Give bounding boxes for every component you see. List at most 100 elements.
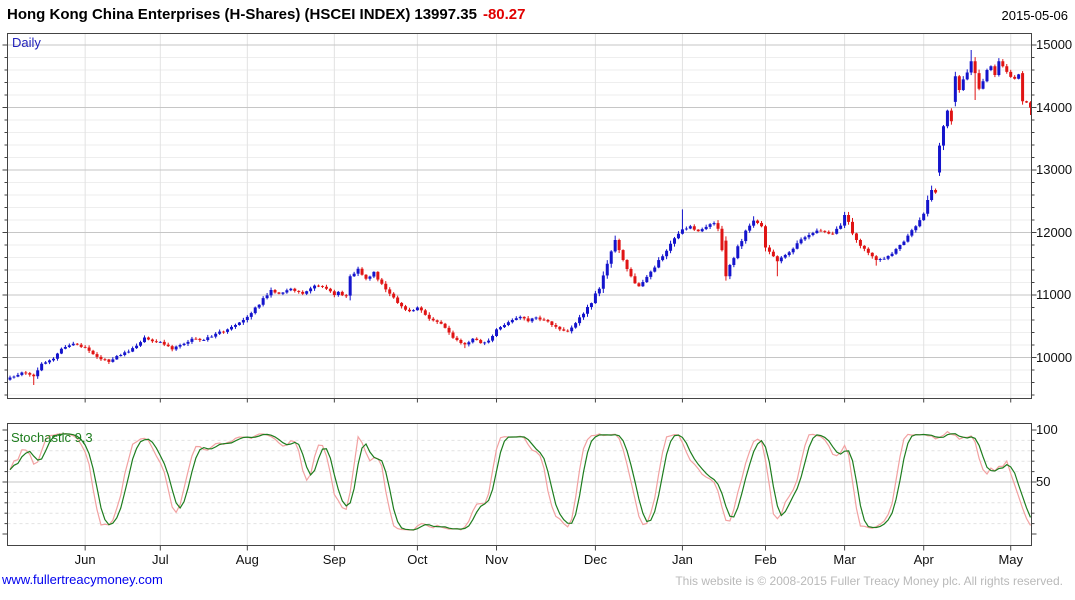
candle-up	[186, 341, 190, 344]
candle-up	[305, 291, 309, 294]
candle-up	[807, 235, 811, 238]
candle-up	[574, 323, 578, 328]
candle-up	[411, 310, 415, 312]
candle-up	[914, 226, 918, 231]
candle-up	[214, 333, 218, 337]
candle-up	[601, 275, 605, 289]
candle-down	[320, 285, 324, 287]
candle-up	[506, 322, 510, 325]
candle-down	[380, 279, 384, 284]
candle-up	[115, 356, 119, 360]
candle-down	[154, 341, 158, 343]
price-axis-label: 12000	[1036, 224, 1073, 240]
candle-up	[237, 322, 241, 325]
candle-up	[257, 304, 261, 308]
candle-up	[372, 271, 376, 277]
candle-down	[831, 233, 835, 235]
candle-up	[249, 313, 253, 317]
candle-up	[210, 336, 214, 338]
candle-up	[226, 329, 230, 332]
candle-up	[313, 285, 317, 289]
candle-up	[815, 230, 819, 234]
month-label: Mar	[833, 552, 856, 567]
candle-up	[728, 265, 732, 277]
candle-up	[487, 340, 491, 343]
candle-down	[194, 338, 198, 340]
candle-down	[344, 295, 348, 297]
candle-up	[467, 342, 471, 345]
candle-down	[384, 283, 388, 290]
candle-down	[459, 340, 463, 344]
candle-down	[427, 314, 431, 319]
candle-up	[178, 345, 182, 347]
candle-up	[483, 342, 487, 344]
candle-down	[328, 288, 332, 292]
candle-up	[530, 318, 534, 322]
candle-up	[989, 66, 993, 70]
candle-down	[1029, 102, 1032, 108]
price-axis-label: 11000	[1036, 287, 1072, 302]
candle-up	[882, 258, 886, 260]
main-grid	[7, 34, 1032, 398]
candle-up	[926, 200, 930, 214]
candle-down	[993, 66, 997, 75]
candle-up	[36, 370, 40, 377]
candle-down	[720, 228, 724, 251]
candle-up	[843, 215, 847, 226]
candle-down	[419, 307, 423, 311]
candle-down	[526, 318, 530, 322]
candle-up	[230, 326, 234, 330]
candle-up	[498, 327, 502, 330]
candle-down	[392, 293, 396, 298]
candle-down	[423, 310, 427, 315]
candle-up	[953, 76, 957, 102]
candle-up	[48, 360, 52, 363]
candle-up	[495, 329, 499, 336]
website-link[interactable]: www.fullertreacymoney.com	[2, 572, 163, 587]
candle-up	[253, 307, 257, 314]
candle-down	[566, 330, 570, 332]
candle-down	[451, 332, 455, 338]
candle-up	[981, 81, 985, 89]
candle-down	[222, 331, 226, 333]
candle-down	[404, 306, 408, 310]
candle-down	[435, 320, 439, 322]
price-axis-label: 10000	[1036, 349, 1073, 365]
candle-up	[641, 282, 645, 287]
candle-up	[752, 220, 756, 226]
candle-down	[475, 338, 479, 341]
month-label: Jul	[151, 552, 169, 567]
candle-down	[455, 337, 459, 340]
candle-up	[930, 190, 934, 200]
candle-up	[348, 276, 352, 296]
candle-down	[1005, 66, 1009, 72]
candle-up	[941, 126, 945, 146]
candle-up	[218, 331, 222, 334]
month-label: Sep	[322, 552, 346, 567]
candle-down	[724, 240, 728, 277]
month-label: Aug	[235, 552, 259, 567]
candle-up	[803, 237, 807, 240]
indicator-panel	[2, 423, 1037, 551]
candle-down	[870, 252, 874, 257]
candle-up	[673, 238, 677, 244]
candle-down	[874, 256, 878, 260]
candle-down	[400, 302, 404, 307]
candle-down	[934, 190, 938, 193]
candle-down	[763, 226, 767, 248]
candle-up	[63, 346, 67, 349]
candle-down	[633, 276, 637, 284]
candle-up	[945, 110, 949, 127]
candle-up	[597, 288, 601, 294]
candle-up	[676, 233, 680, 239]
candle-down	[166, 344, 170, 347]
candle-up	[269, 290, 273, 296]
candle-down	[431, 318, 435, 321]
candle-up	[961, 79, 965, 90]
candle-up	[245, 316, 249, 321]
candle-up	[811, 233, 815, 235]
stochastic-slow-line	[9, 433, 1032, 531]
candle-up	[740, 241, 744, 247]
candle-up	[67, 345, 71, 347]
candle-down	[1001, 61, 1005, 67]
